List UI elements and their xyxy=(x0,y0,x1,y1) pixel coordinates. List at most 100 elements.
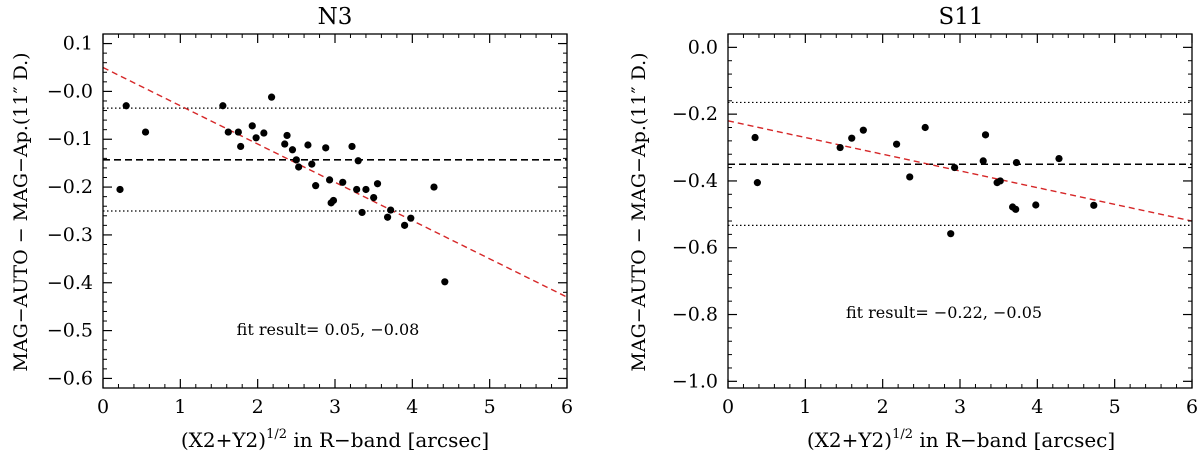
fit-line xyxy=(102,66,568,298)
data-point xyxy=(1032,201,1040,209)
data-point xyxy=(348,142,356,151)
data-point xyxy=(981,131,990,139)
data-point xyxy=(292,156,300,164)
data-point xyxy=(141,128,150,136)
data-point xyxy=(329,196,338,205)
data-point xyxy=(288,146,297,154)
data-point xyxy=(751,133,759,142)
data-point xyxy=(267,93,276,101)
data-point xyxy=(407,214,415,222)
data-point xyxy=(441,278,449,286)
data-point xyxy=(252,134,260,142)
axis-ticks: 0 1 2 3 4 5 6 0.0 −0.2 −0.4 −0.6 −0.8 −1.0 xyxy=(672,34,1198,418)
x-tick-label: 1 xyxy=(174,396,186,418)
data-point xyxy=(322,144,330,152)
data-point xyxy=(370,194,378,202)
y-tick-label: −0.8 xyxy=(672,304,718,326)
y-tick-label: −1.0 xyxy=(672,370,718,392)
x-tick-label: 1 xyxy=(799,396,811,418)
x-axis-label-superscript: 1/2 xyxy=(892,427,913,442)
data-point xyxy=(848,134,856,142)
data-point xyxy=(224,128,232,136)
data-point xyxy=(295,163,303,171)
data-point xyxy=(1012,158,1021,167)
data-point xyxy=(401,221,409,229)
x-tick-label: 0 xyxy=(722,396,734,418)
data-point xyxy=(1012,205,1020,213)
fit-line-group xyxy=(727,120,1193,222)
data-point xyxy=(387,206,395,214)
y-tick-label: −0.4 xyxy=(47,272,93,294)
y-tick-label: −0.1 xyxy=(47,128,93,150)
data-point xyxy=(248,122,256,130)
data-point xyxy=(373,180,382,188)
data-point xyxy=(116,185,124,194)
y-axis-label: MAG−AUTO − MAG−Ap.(11″ D.) xyxy=(10,52,32,371)
fit-line xyxy=(727,120,1193,222)
fit-line-group xyxy=(102,66,568,298)
y-tick-label: −0.2 xyxy=(672,103,718,125)
data-point xyxy=(353,185,361,194)
data-point xyxy=(836,143,844,152)
data-point xyxy=(892,140,901,148)
x-axis-label-base: (X2+Y2) xyxy=(807,428,892,452)
x-tick-label: 6 xyxy=(561,396,573,418)
fit-annotation: fit result= 0.05, −0.08 xyxy=(237,320,420,339)
x-tick-label: 5 xyxy=(1109,396,1121,418)
data-point xyxy=(906,173,914,181)
x-axis-label-base: (X2+Y2) xyxy=(181,428,266,452)
chart-panel-s11: S11 MAG−AUTO − MAG−Ap.(11″ D.) (X2+Y2)1/… xyxy=(628,4,1198,452)
x-axis-label: (X2+Y2)1/2 in R−band [arcsec] xyxy=(807,427,1115,452)
data-point xyxy=(383,213,392,221)
data-point xyxy=(1055,154,1063,163)
y-tick-label: 0.1 xyxy=(63,33,93,55)
x-tick-label: 5 xyxy=(484,396,496,418)
y-tick-label: −0.6 xyxy=(47,367,93,389)
plot-frame xyxy=(102,33,568,389)
data-point xyxy=(354,157,362,165)
data-point xyxy=(234,128,242,136)
data-point xyxy=(979,157,987,165)
data-point xyxy=(308,160,316,168)
chart-panel-n3: N3 MAG−AUTO − MAG−Ap.(11″ D.) (X2+Y2)1/2… xyxy=(10,4,573,452)
data-point xyxy=(921,123,929,132)
data-point xyxy=(281,140,289,148)
plot-frame xyxy=(727,33,1193,389)
y-tick-label: −0.3 xyxy=(47,224,93,246)
data-point xyxy=(947,230,955,238)
y-tick-label: −0.5 xyxy=(47,320,93,342)
x-axis-label-superscript: 1/2 xyxy=(266,427,287,442)
chart-title: S11 xyxy=(938,4,983,30)
data-point xyxy=(950,163,959,172)
data-point xyxy=(304,141,312,149)
x-tick-label: 2 xyxy=(877,396,889,418)
data-points xyxy=(751,123,1098,238)
x-axis-label-suffix: in R−band [arcsec] xyxy=(913,428,1115,452)
data-point xyxy=(122,102,130,110)
x-axis-label-suffix: in R−band [arcsec] xyxy=(287,428,489,452)
reference-lines xyxy=(103,107,567,212)
x-tick-label: 3 xyxy=(329,396,341,418)
y-tick-label: 0.0 xyxy=(688,36,718,58)
fit-annotation: fit result= −0.22, −0.05 xyxy=(846,303,1042,322)
y-tick-label: −0.0 xyxy=(47,80,93,102)
data-point xyxy=(260,129,268,137)
x-tick-label: 4 xyxy=(1031,396,1043,418)
data-point xyxy=(283,131,291,140)
y-axis-label: MAG−AUTO − MAG−Ap.(11″ D.) xyxy=(628,52,650,371)
data-points xyxy=(116,93,449,286)
x-tick-label: 4 xyxy=(406,396,418,418)
data-point xyxy=(358,208,366,217)
data-point xyxy=(859,126,867,134)
data-point xyxy=(219,102,227,110)
data-point xyxy=(237,142,245,151)
data-point xyxy=(312,182,320,190)
x-axis-label: (X2+Y2)1/2 in R−band [arcsec] xyxy=(181,427,489,452)
reference-lines xyxy=(728,101,1192,226)
y-tick-label: −0.4 xyxy=(672,170,718,192)
data-point xyxy=(753,179,761,187)
x-tick-label: 0 xyxy=(97,396,109,418)
data-point xyxy=(430,183,438,191)
data-point xyxy=(1090,201,1098,209)
